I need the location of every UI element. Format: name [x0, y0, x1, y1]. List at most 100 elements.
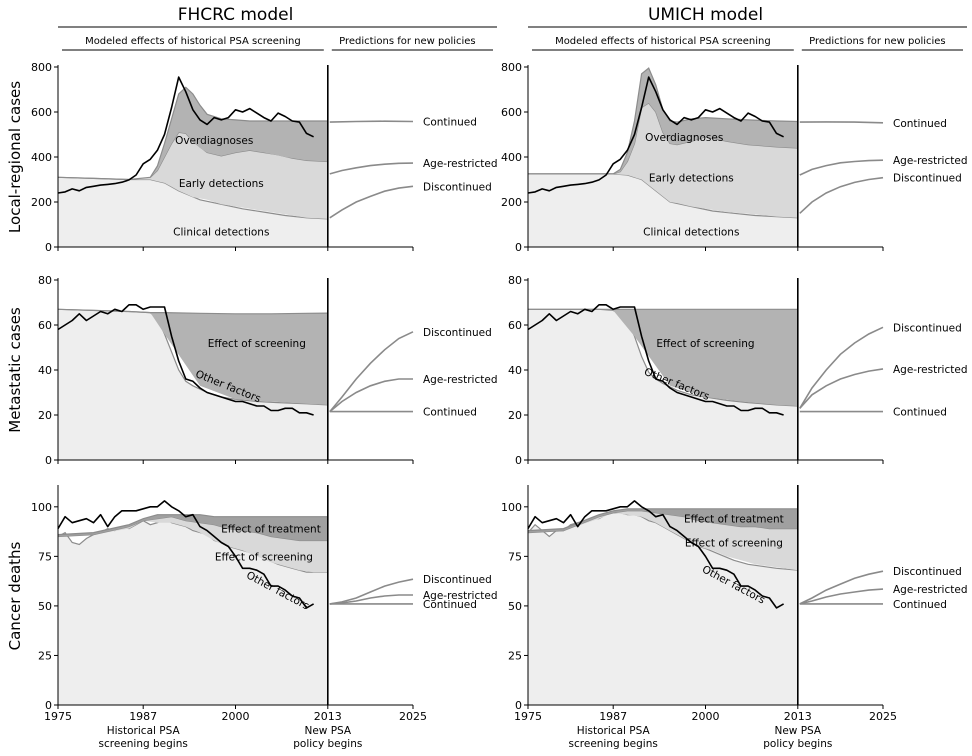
- observed-series-line: [527, 76, 784, 194]
- y-tick-label: 25: [38, 649, 52, 662]
- projection-label: Continued: [893, 407, 947, 419]
- projection-line: [799, 368, 884, 409]
- column-title: FHCRC model: [178, 5, 294, 25]
- area-edge: [527, 508, 798, 532]
- x-tick-label: 2013: [314, 710, 342, 723]
- area-layer: [613, 68, 798, 174]
- area-edge: [528, 308, 798, 407]
- y-tick-label: 600: [501, 106, 522, 119]
- area-layer: [58, 516, 328, 573]
- x-axis-note: Historical PSA: [107, 725, 181, 737]
- projection-label: Age-restricted: [893, 364, 967, 376]
- y-tick-label: 800: [31, 61, 52, 74]
- area-annotation: Overdiagnoses: [645, 132, 723, 144]
- area-layer: [528, 512, 798, 705]
- y-tick-label: 800: [501, 61, 522, 74]
- projection-label: Continued: [423, 407, 477, 419]
- projection-line: [329, 185, 414, 219]
- y-tick-label: 600: [31, 106, 52, 119]
- y-tick-label: 80: [38, 274, 52, 287]
- y-tick-label: 20: [38, 409, 52, 422]
- y-tick-label: 0: [45, 699, 52, 712]
- projection-line: [329, 331, 414, 413]
- section-title-predictions: Predictions for new policies: [339, 36, 476, 47]
- x-tick-label: 2000: [692, 710, 720, 723]
- area-annotation: Effect of treatment: [221, 524, 321, 536]
- area-annotation: Effect of screening: [208, 338, 306, 350]
- projection-line: [799, 176, 884, 214]
- area-annotation: Effect of screening: [685, 537, 783, 549]
- projection-line: [329, 378, 413, 413]
- chart-panel: 0 200 400 600 800 Continued Age-restricted Disc…: [31, 61, 497, 254]
- x-tick-label: 1987: [599, 710, 627, 723]
- x-tick-label: 2000: [222, 710, 250, 723]
- chart-panel: 0 20 40 60 80 Continued Age-restricted Disconti…: [508, 274, 967, 467]
- projection-line: [329, 578, 414, 605]
- y-tick-label: 0: [515, 241, 522, 254]
- x-axis-note: policy begins: [293, 738, 362, 750]
- observed-series-line: [527, 500, 784, 609]
- area-layer: [58, 514, 328, 541]
- projection-line: [799, 326, 884, 409]
- area-layer: [58, 309, 328, 405]
- y-tick-label: 0: [45, 454, 52, 467]
- y-tick-label: 100: [31, 501, 52, 514]
- projection-label: Age-restricted: [893, 155, 967, 167]
- projection-line: [799, 570, 884, 605]
- y-tick-label: 40: [38, 364, 52, 377]
- area-annotation: Clinical detections: [643, 226, 739, 238]
- area-edge: [149, 86, 328, 178]
- observed-series-line: [57, 500, 314, 609]
- y-axis-label: Local-regional cases: [6, 81, 24, 233]
- projection-label: Age-restricted: [423, 158, 497, 170]
- area-layer: [58, 309, 328, 460]
- chart-panel: 0 200 400 600 800 Continued Age-restricted Disc…: [501, 61, 967, 254]
- area-edge: [57, 514, 328, 536]
- y-tick-label: 200: [31, 196, 52, 209]
- area-annotation: Clinical detections: [173, 226, 269, 238]
- y-tick-label: 400: [31, 151, 52, 164]
- x-axis-note: screening begins: [99, 738, 188, 750]
- area-layer: [58, 132, 328, 219]
- column-title: UMICH model: [648, 5, 763, 25]
- area-annotation: Effect of treatment: [684, 514, 784, 526]
- chart-panel: 0 25 50 75 100 1975 1987 2000 2013 2025 Historical…: [31, 485, 497, 750]
- y-tick-label: 0: [45, 241, 52, 254]
- y-tick-label: 80: [508, 274, 522, 287]
- projection-line: [329, 162, 414, 175]
- observed-series-line: [527, 304, 784, 416]
- area-edge: [57, 308, 328, 315]
- x-axis-note: policy begins: [763, 738, 832, 750]
- y-tick-label: 0: [515, 699, 522, 712]
- area-layer: [528, 173, 798, 247]
- x-axis-note: screening begins: [569, 738, 658, 750]
- observed-series-line: [57, 304, 314, 416]
- y-tick-label: 50: [508, 600, 522, 613]
- x-tick-label: 2025: [399, 710, 427, 723]
- projection-line: [329, 594, 413, 605]
- y-tick-label: 0: [515, 454, 522, 467]
- x-tick-label: 1975: [44, 710, 72, 723]
- projection-label: Continued: [893, 118, 947, 130]
- projection-line: [799, 159, 884, 176]
- y-tick-label: 40: [508, 364, 522, 377]
- y-axis-label: Metastatic cases: [6, 307, 24, 433]
- projection-line: [799, 121, 884, 124]
- y-tick-label: 50: [38, 600, 52, 613]
- y-tick-label: 100: [501, 501, 522, 514]
- projection-label: Discontinued: [893, 322, 962, 334]
- area-annotation: Overdiagnoses: [175, 135, 253, 147]
- area-layer: [150, 87, 328, 178]
- x-tick-label: 1975: [514, 710, 542, 723]
- area-annotation: Early detections: [649, 172, 734, 184]
- x-tick-label: 2025: [869, 710, 897, 723]
- y-tick-label: 60: [508, 319, 522, 332]
- projection-label: Discontinued: [423, 181, 492, 193]
- y-tick-label: 200: [501, 196, 522, 209]
- y-tick-label: 400: [501, 151, 522, 164]
- y-tick-label: 60: [38, 319, 52, 332]
- y-tick-label: 75: [38, 550, 52, 563]
- projection-label: Discontinued: [893, 566, 962, 578]
- y-tick-label: 20: [508, 409, 522, 422]
